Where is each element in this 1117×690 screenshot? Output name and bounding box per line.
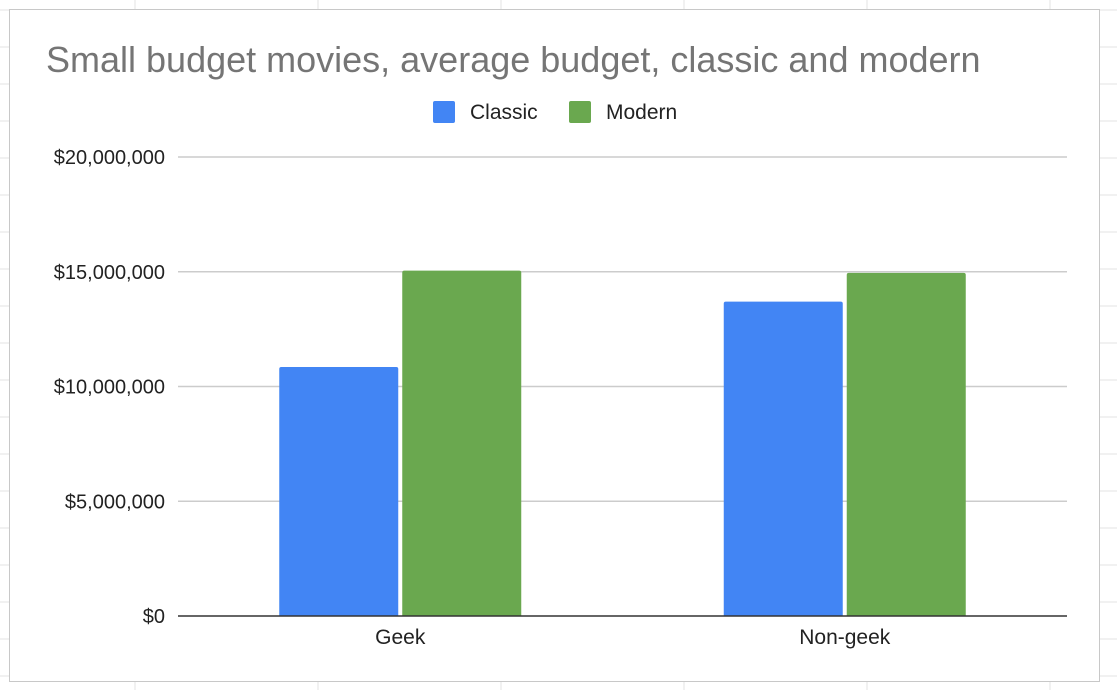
bar-chart: Small budget movies, average budget, cla… — [46, 39, 1067, 649]
bar-classic-geek[interactable] — [279, 366, 399, 616]
y-tick-label: $10,000,000 — [54, 377, 165, 399]
y-axis-labels: $0 $5,000,000 $10,000,000 $15,000,000 $20,00… — [54, 147, 165, 628]
x-axis-labels: Geek Non-geek — [375, 626, 891, 649]
bar-modern-geek[interactable] — [402, 270, 522, 616]
bar-classic-non-geek[interactable] — [723, 301, 843, 616]
legend-item-classic[interactable]: Classic — [433, 101, 538, 124]
bars — [178, 270, 1067, 617]
legend-label: Modern — [606, 101, 677, 124]
chart-legend: Classic Modern — [433, 101, 677, 124]
legend-swatch — [569, 101, 591, 123]
y-tick-label: $20,000,000 — [54, 147, 165, 169]
x-category-label: Geek — [375, 626, 426, 649]
legend-item-modern[interactable]: Modern — [569, 101, 677, 124]
y-tick-label: $0 — [143, 606, 165, 628]
bar-modern-non-geek[interactable] — [846, 272, 966, 616]
legend-label: Classic — [470, 101, 538, 124]
x-category-label: Non-geek — [799, 626, 891, 649]
chart-container[interactable]: Small budget movies, average budget, cla… — [9, 9, 1100, 682]
y-tick-label: $5,000,000 — [65, 491, 165, 513]
legend-swatch — [433, 101, 455, 123]
chart-title: Small budget movies, average budget, cla… — [46, 39, 981, 80]
y-tick-label: $15,000,000 — [54, 262, 165, 284]
